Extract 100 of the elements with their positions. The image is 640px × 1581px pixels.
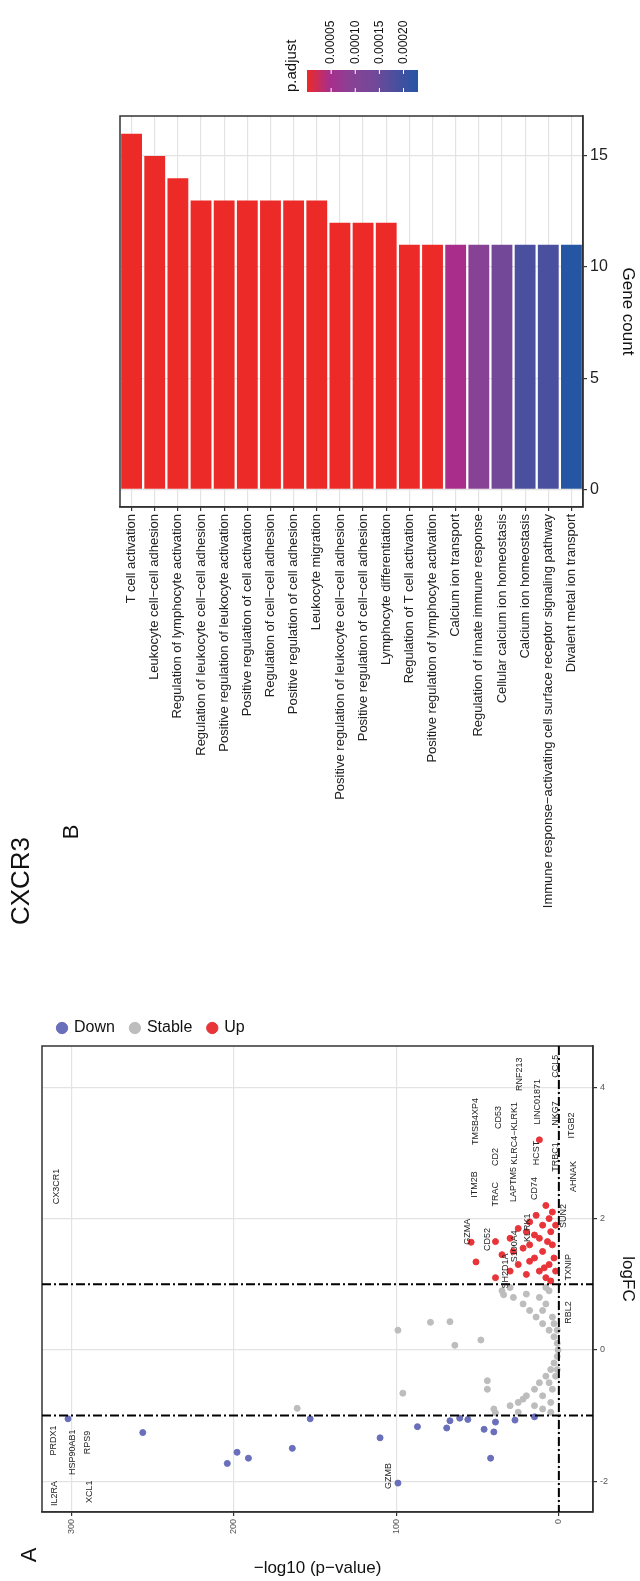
bar	[398, 244, 420, 489]
point	[451, 1341, 459, 1349]
bar	[352, 222, 374, 489]
point	[514, 1224, 522, 1232]
point	[223, 1459, 231, 1467]
annotation: CD53	[493, 1106, 504, 1130]
point	[539, 1221, 547, 1229]
y-tick-label: 0	[590, 479, 599, 497]
point	[413, 1423, 421, 1431]
point	[477, 1336, 485, 1344]
point	[483, 1377, 491, 1385]
color-bar-label: 0.00015	[371, 20, 386, 64]
point	[288, 1444, 296, 1452]
point	[547, 1408, 555, 1416]
annotation: PRDX1	[47, 1425, 58, 1456]
bar	[375, 222, 397, 489]
y-tick-label: 4	[600, 1081, 606, 1092]
bar	[491, 244, 513, 489]
bar	[121, 133, 142, 489]
point	[514, 1408, 522, 1416]
bar	[167, 178, 189, 489]
point	[514, 1261, 522, 1269]
point	[306, 1415, 314, 1423]
point	[511, 1416, 519, 1424]
x-tick-label: Leukocyte cell−cell adhesion	[146, 514, 162, 680]
annotation: CX3CR1	[51, 1168, 62, 1205]
x-tick-label: Regulation of lymphocyte activation	[169, 514, 185, 719]
point	[547, 1228, 555, 1236]
point	[552, 1221, 560, 1229]
point	[233, 1448, 241, 1456]
annotation: TMSB4XP4	[470, 1097, 481, 1145]
point	[139, 1429, 147, 1437]
legend-label: Down	[74, 1018, 115, 1036]
point	[547, 1398, 555, 1406]
legend-label: Up	[224, 1018, 245, 1036]
point	[394, 1326, 402, 1334]
bar	[306, 200, 328, 489]
annotation: GZMA	[462, 1218, 473, 1245]
point	[548, 1208, 556, 1216]
annotation: RBL2	[563, 1301, 574, 1324]
point	[500, 1291, 508, 1299]
x-tick-label: Calcium ion homeostasis	[516, 513, 532, 659]
point	[514, 1398, 522, 1406]
annotation: CD2	[489, 1147, 500, 1166]
bar	[260, 200, 281, 489]
point	[472, 1258, 480, 1266]
chart-title: CXCR3	[5, 836, 36, 926]
annotation: TRAC	[489, 1181, 500, 1207]
x-tick-label: Positive regulation of cell activation	[238, 514, 254, 717]
annotation: AHNAK	[567, 1161, 578, 1193]
point	[542, 1300, 550, 1308]
point	[535, 1234, 543, 1242]
point	[542, 1372, 550, 1380]
point	[64, 1415, 72, 1423]
bar	[537, 244, 559, 489]
point	[244, 1454, 252, 1462]
point	[376, 1434, 384, 1442]
annotation: HSP90AB1	[67, 1429, 78, 1476]
x-tick-label: Divalent metal ion transport	[563, 513, 578, 673]
point	[522, 1270, 530, 1278]
point	[443, 1424, 451, 1432]
x-tick-label: 300	[65, 1519, 76, 1535]
point	[394, 1479, 402, 1487]
x-tick-label: Regulation of innate immune response	[470, 514, 486, 737]
point	[535, 1379, 543, 1387]
x-tick-label: 200	[228, 1519, 239, 1535]
point	[506, 1402, 514, 1410]
point	[545, 1215, 553, 1223]
x-tick-label: T cell activation	[123, 514, 139, 604]
point	[545, 1379, 553, 1387]
y-tick-label: 15	[590, 146, 608, 164]
point	[522, 1290, 530, 1298]
point	[550, 1359, 558, 1367]
text: A	[16, 1547, 42, 1563]
point	[491, 1409, 499, 1417]
annotation: RNF213	[514, 1057, 525, 1091]
x-tick-label: Cellular calcium ion homeostasis	[493, 513, 509, 704]
point	[550, 1254, 558, 1262]
color-bar-title: p.adjust	[282, 38, 300, 92]
x-tick-label: Calcium ion transport	[447, 513, 463, 637]
y-axis-title: logFC	[619, 1256, 639, 1302]
x-tick-label: Regulation of cell−cell adhesion	[262, 514, 278, 698]
point	[519, 1244, 527, 1252]
x-tick-label: 0	[553, 1519, 564, 1525]
bar	[213, 200, 235, 489]
color-bar-label: 0.00005	[323, 20, 338, 64]
y-tick-label: 5	[590, 368, 599, 386]
point	[483, 1385, 491, 1393]
point	[545, 1261, 553, 1269]
point	[530, 1402, 538, 1410]
point	[547, 1366, 555, 1374]
point	[539, 1405, 547, 1413]
annotation: LAPTM5	[507, 1166, 518, 1202]
x-tick-label: Immune response−activating cell surface receptor signaling pathway	[539, 513, 555, 909]
point	[542, 1274, 550, 1282]
annotation: CD74	[528, 1176, 539, 1200]
annotation: SUN2	[558, 1203, 569, 1228]
point	[539, 1392, 547, 1400]
point	[535, 1267, 543, 1275]
y-tick-label: -2	[600, 1475, 609, 1486]
